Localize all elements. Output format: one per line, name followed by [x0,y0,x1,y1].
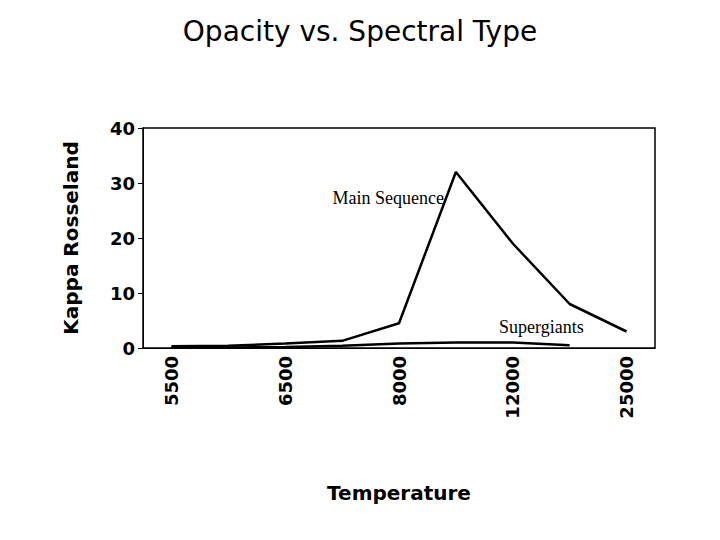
svg-text:Main Sequence: Main Sequence [332,188,443,208]
svg-text:40: 40 [110,118,135,139]
svg-text:8000: 8000 [389,356,410,406]
svg-text:Supergiants: Supergiants [499,317,584,337]
svg-text:0: 0 [122,338,135,359]
svg-text:Opacity vs. Spectral Type: Opacity vs. Spectral Type [183,15,537,48]
svg-text:Kappa Rosseland: Kappa Rosseland [59,141,83,335]
svg-text:25000: 25000 [616,356,637,419]
svg-text:10: 10 [110,283,135,304]
svg-text:30: 30 [110,173,135,194]
svg-text:5500: 5500 [161,356,182,406]
svg-text:20: 20 [110,228,135,249]
svg-text:12000: 12000 [502,356,523,419]
svg-text:6500: 6500 [275,356,296,406]
svg-text:Temperature: Temperature [327,481,471,505]
